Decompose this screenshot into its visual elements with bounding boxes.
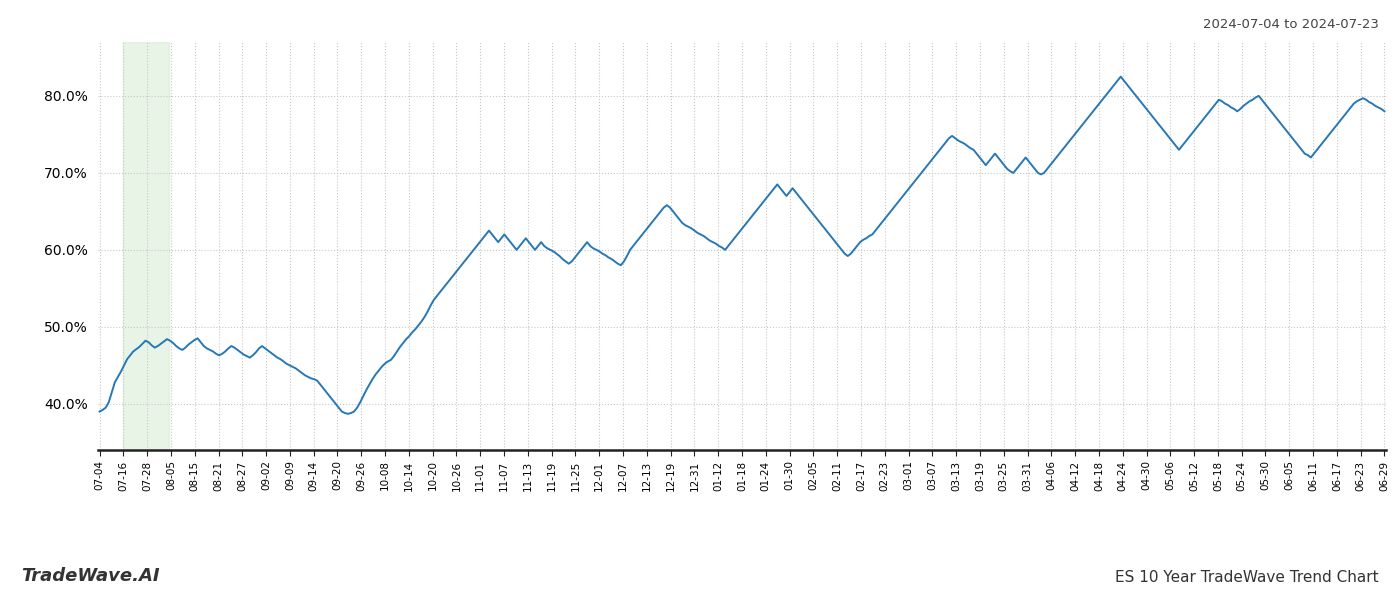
Text: 2024-07-04 to 2024-07-23: 2024-07-04 to 2024-07-23	[1203, 18, 1379, 31]
Text: ES 10 Year TradeWave Trend Chart: ES 10 Year TradeWave Trend Chart	[1116, 570, 1379, 585]
Text: TradeWave.AI: TradeWave.AI	[21, 567, 160, 585]
Bar	[123, 42, 169, 450]
